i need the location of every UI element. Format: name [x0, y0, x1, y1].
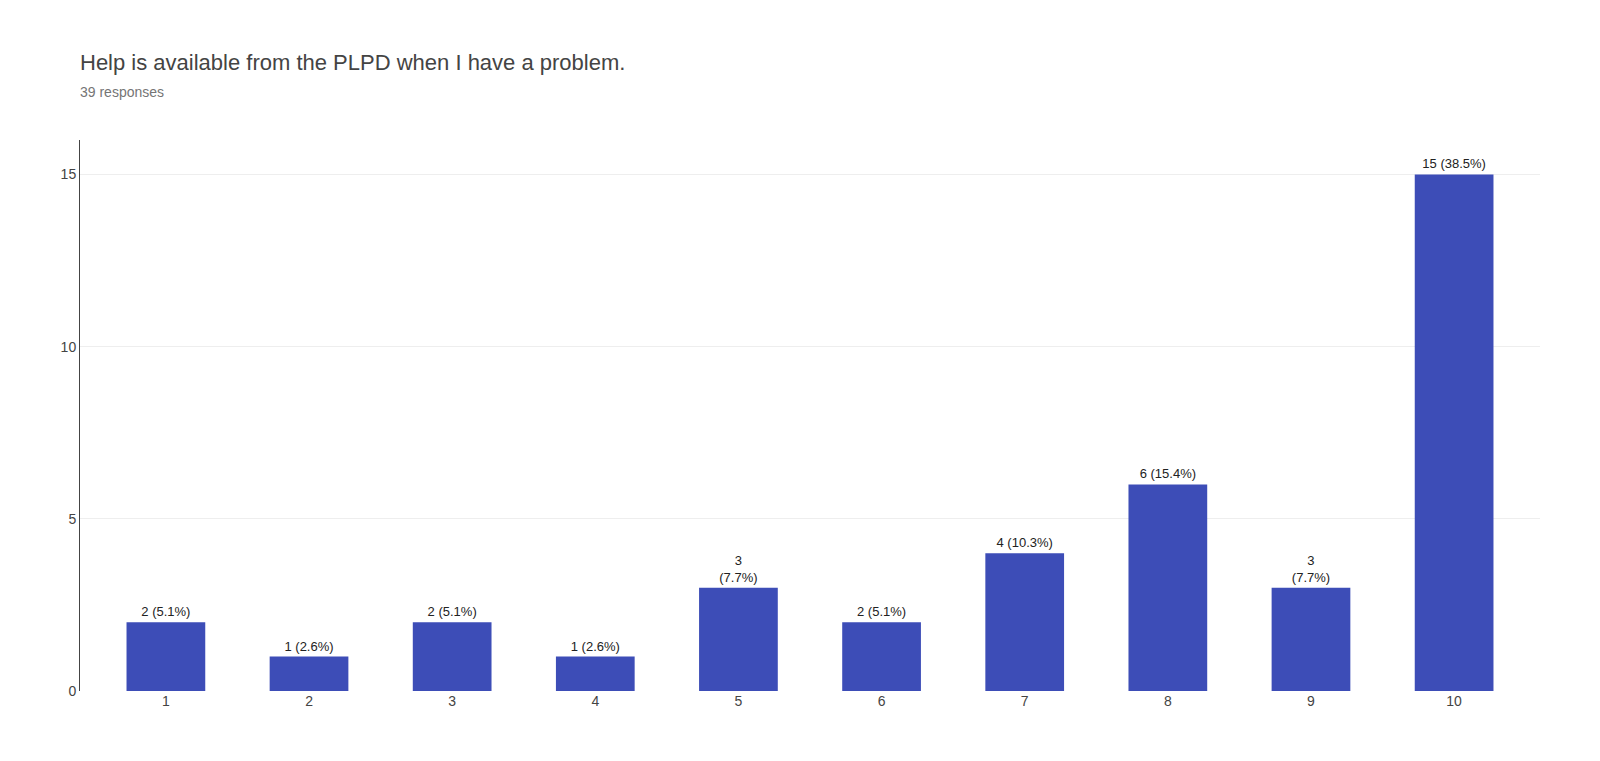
svg-text:3(7.7%): 3(7.7%): [719, 553, 757, 585]
svg-text:0: 0: [68, 683, 76, 699]
svg-text:2 (5.1%): 2 (5.1%): [141, 604, 190, 619]
svg-text:9: 9: [1307, 693, 1315, 709]
svg-text:6: 6: [878, 693, 886, 709]
svg-text:15 (38.5%): 15 (38.5%): [1422, 156, 1486, 171]
svg-text:5: 5: [735, 693, 743, 709]
svg-text:2: 2: [305, 693, 313, 709]
svg-text:6 (15.4%): 6 (15.4%): [1140, 466, 1196, 481]
svg-text:2 (5.1%): 2 (5.1%): [428, 604, 477, 619]
svg-text:1 (2.6%): 1 (2.6%): [571, 639, 620, 654]
svg-text:3(7.7%): 3(7.7%): [1292, 553, 1330, 585]
svg-text:10: 10: [61, 339, 77, 355]
svg-text:39 responses: 39 responses: [80, 84, 164, 100]
svg-text:10: 10: [1446, 693, 1462, 709]
svg-text:Help is available from the PLP: Help is available from the PLPD when I h…: [80, 50, 625, 75]
svg-text:2 (5.1%): 2 (5.1%): [857, 604, 906, 619]
svg-text:4: 4: [591, 693, 599, 709]
svg-text:5: 5: [68, 511, 76, 527]
svg-text:4 (10.3%): 4 (10.3%): [997, 535, 1053, 550]
svg-text:15: 15: [61, 166, 77, 182]
svg-text:7: 7: [1021, 693, 1029, 709]
svg-text:8: 8: [1164, 693, 1172, 709]
svg-text:1 (2.6%): 1 (2.6%): [284, 639, 333, 654]
svg-text:3: 3: [448, 693, 456, 709]
svg-text:1: 1: [162, 693, 170, 709]
